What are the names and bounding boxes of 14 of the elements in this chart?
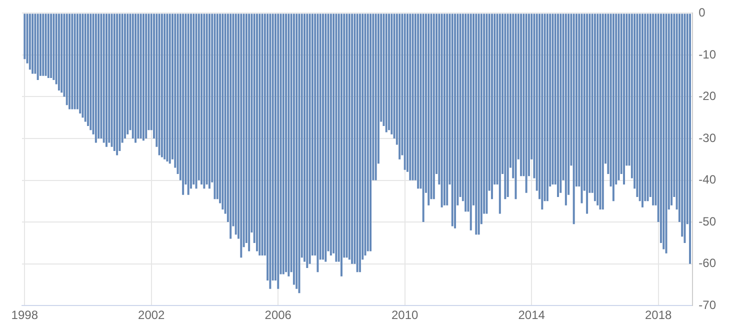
y-tick-label: -50 [698,214,716,228]
x-tick-label: 2002 [138,308,166,322]
y-tick-label: -30 [698,130,716,145]
y-tick-label: -40 [698,172,716,187]
x-tick-label: 2010 [392,308,419,322]
y-tick-label: -20 [698,89,716,104]
y-tick-label: -10 [698,47,716,62]
y-tick-label: -60 [698,256,716,270]
y-tick-label: 0 [698,6,706,20]
x-tick-label: 1998 [11,308,38,322]
x-tick-label: 2006 [264,308,292,322]
y-tick-label: -70 [698,298,716,312]
x-tick-label: 2014 [518,308,546,322]
x-tick-label: 2018 [644,308,672,322]
